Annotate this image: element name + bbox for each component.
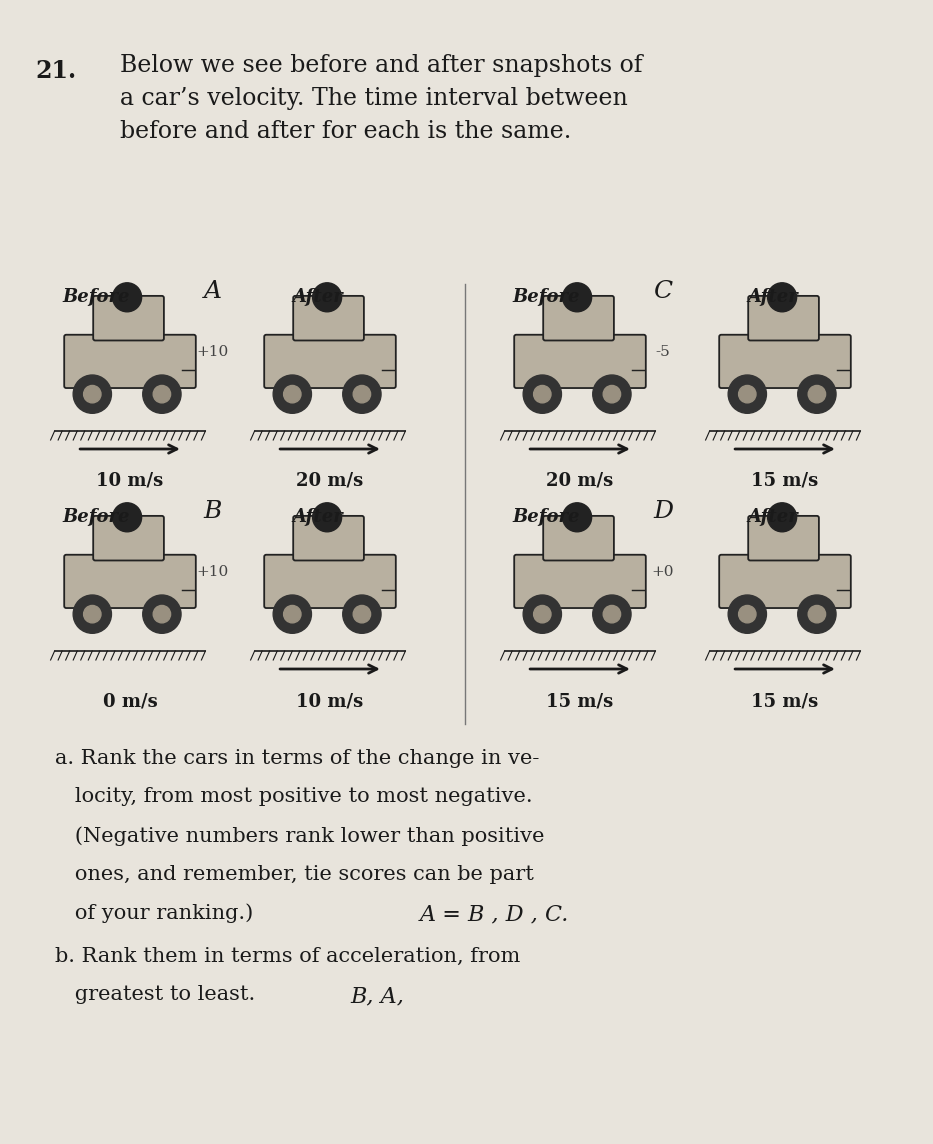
Circle shape	[739, 605, 756, 622]
FancyBboxPatch shape	[719, 335, 851, 388]
Circle shape	[592, 595, 631, 634]
FancyBboxPatch shape	[293, 296, 364, 341]
Text: locity, from most positive to most negative.: locity, from most positive to most negat…	[55, 787, 533, 807]
FancyBboxPatch shape	[93, 296, 164, 341]
Text: +10: +10	[197, 565, 230, 579]
Text: (Negative numbers rank lower than positive: (Negative numbers rank lower than positi…	[55, 826, 545, 845]
Circle shape	[143, 595, 181, 634]
Circle shape	[808, 605, 826, 622]
Text: of your ranking.): of your ranking.)	[55, 903, 253, 923]
FancyBboxPatch shape	[748, 516, 819, 561]
FancyBboxPatch shape	[64, 335, 196, 388]
Text: -5: -5	[656, 345, 670, 359]
Circle shape	[563, 503, 592, 532]
FancyBboxPatch shape	[93, 516, 164, 561]
Circle shape	[354, 386, 370, 403]
Text: After: After	[747, 508, 798, 526]
Circle shape	[523, 375, 562, 413]
Circle shape	[739, 386, 756, 403]
Circle shape	[563, 283, 592, 312]
Text: A: A	[204, 280, 222, 303]
FancyBboxPatch shape	[543, 296, 614, 341]
Text: After: After	[747, 288, 798, 305]
Circle shape	[313, 283, 341, 312]
FancyBboxPatch shape	[264, 555, 396, 609]
Text: Before: Before	[512, 288, 579, 305]
Circle shape	[73, 375, 111, 413]
Text: B: B	[203, 500, 222, 523]
Circle shape	[354, 605, 370, 622]
Text: 10 m/s: 10 m/s	[297, 692, 364, 710]
Text: Before: Before	[63, 508, 130, 526]
Circle shape	[523, 595, 562, 634]
Text: a. Rank the cars in terms of the change in ve-: a. Rank the cars in terms of the change …	[55, 749, 539, 768]
Circle shape	[592, 375, 631, 413]
FancyBboxPatch shape	[64, 555, 196, 609]
FancyBboxPatch shape	[748, 296, 819, 341]
Text: Below we see before and after snapshots of
a car’s velocity. The time interval b: Below we see before and after snapshots …	[120, 54, 643, 143]
Text: B, A,: B, A,	[350, 985, 404, 1007]
Circle shape	[284, 605, 301, 622]
Circle shape	[808, 386, 826, 403]
FancyBboxPatch shape	[293, 516, 364, 561]
Text: 10 m/s: 10 m/s	[96, 472, 163, 490]
Text: After: After	[292, 508, 343, 526]
Text: Before: Before	[512, 508, 579, 526]
Text: After: After	[292, 288, 343, 305]
Circle shape	[73, 595, 111, 634]
Circle shape	[728, 375, 766, 413]
Text: Before: Before	[63, 288, 130, 305]
Circle shape	[728, 595, 766, 634]
Text: +10: +10	[197, 345, 230, 359]
Text: 20 m/s: 20 m/s	[547, 472, 614, 490]
Circle shape	[342, 375, 381, 413]
Circle shape	[342, 595, 381, 634]
FancyBboxPatch shape	[514, 335, 646, 388]
Text: 15 m/s: 15 m/s	[751, 692, 818, 710]
Text: ones, and remember, tie scores can be part: ones, and remember, tie scores can be pa…	[55, 865, 534, 883]
Circle shape	[798, 595, 836, 634]
Circle shape	[604, 605, 620, 622]
Circle shape	[153, 386, 171, 403]
Text: greatest to least.: greatest to least.	[55, 985, 256, 1004]
Text: A = B , D , C.: A = B , D , C.	[420, 903, 569, 925]
Circle shape	[798, 375, 836, 413]
Text: 15 m/s: 15 m/s	[547, 692, 614, 710]
Text: 20 m/s: 20 m/s	[297, 472, 364, 490]
Text: +0: +0	[651, 565, 675, 579]
Circle shape	[153, 605, 171, 622]
Text: 15 m/s: 15 m/s	[751, 472, 818, 490]
Circle shape	[113, 503, 142, 532]
Text: b. Rank them in terms of acceleration, from: b. Rank them in terms of acceleration, f…	[55, 946, 521, 966]
Text: D: D	[653, 500, 673, 523]
Circle shape	[284, 386, 301, 403]
Circle shape	[768, 283, 797, 312]
Circle shape	[84, 605, 101, 622]
Circle shape	[113, 283, 142, 312]
FancyBboxPatch shape	[514, 555, 646, 609]
Circle shape	[143, 375, 181, 413]
FancyBboxPatch shape	[719, 555, 851, 609]
Text: 21.: 21.	[35, 59, 77, 84]
FancyBboxPatch shape	[543, 516, 614, 561]
Circle shape	[313, 503, 341, 532]
FancyBboxPatch shape	[264, 335, 396, 388]
Text: C: C	[653, 280, 673, 303]
Circle shape	[534, 605, 551, 622]
Circle shape	[84, 386, 101, 403]
Text: 0 m/s: 0 m/s	[103, 692, 158, 710]
Circle shape	[604, 386, 620, 403]
Circle shape	[534, 386, 551, 403]
Circle shape	[273, 595, 312, 634]
Circle shape	[273, 375, 312, 413]
Circle shape	[768, 503, 797, 532]
